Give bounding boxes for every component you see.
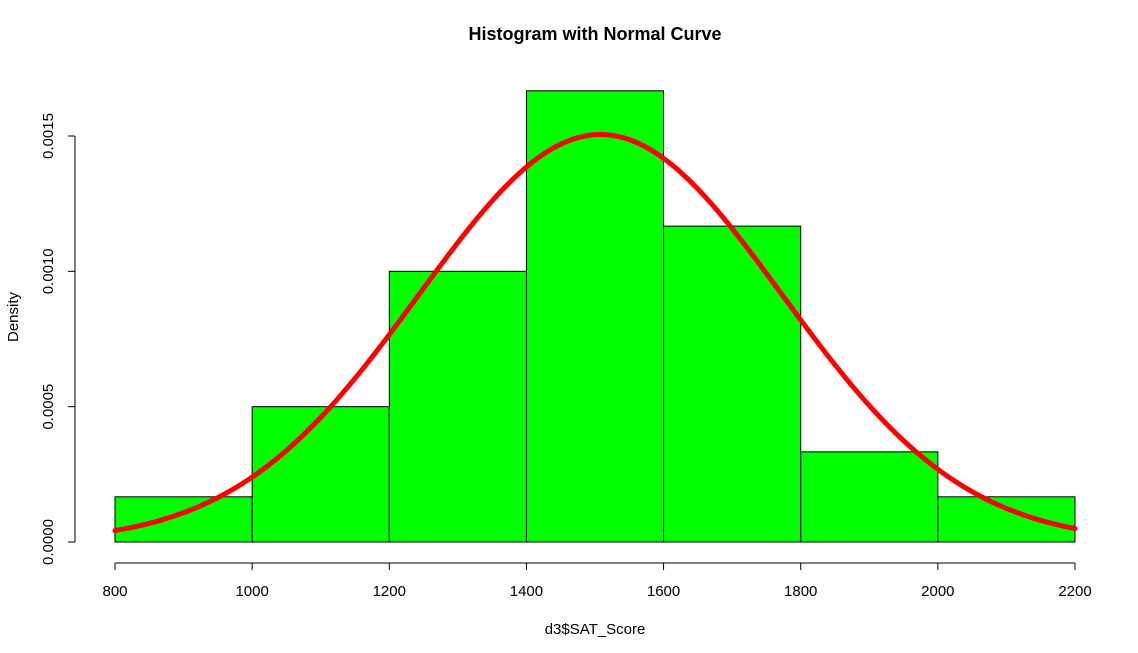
x-tick-label-2: 1200 — [373, 583, 406, 600]
histogram-bar-2 — [388, 270, 527, 543]
histogram-bar-3 — [525, 90, 665, 543]
y-tick-label-0: 0.0000 — [40, 519, 57, 565]
x-tick-label-4: 1600 — [647, 583, 680, 600]
histogram-bar-0 — [114, 496, 253, 543]
y-tick-label-3: 0.0015 — [40, 113, 57, 159]
x-tick-label-5: 1800 — [784, 583, 817, 600]
y-tick-label-2: 0.0010 — [40, 248, 57, 294]
chart-title: Histogram with Normal Curve — [468, 24, 721, 44]
x-tick-label-3: 1400 — [510, 583, 543, 600]
normal-curve — [112, 132, 1078, 534]
x-tick-label-7: 2200 — [1058, 583, 1091, 600]
x-tick-label-0: 800 — [102, 583, 127, 600]
histogram-bar-6 — [937, 496, 1076, 543]
x-tick-label-6: 2000 — [921, 583, 954, 600]
histogram-bar-1 — [251, 406, 390, 543]
x-tick-label-1: 1000 — [235, 583, 268, 600]
histogram-bar-5 — [800, 451, 939, 543]
x-axis: 800 1000 1200 1400 1600 1800 2000 2200 — [102, 562, 1092, 600]
histogram-bar-4 — [663, 225, 802, 543]
y-tick-label-1: 0.0005 — [40, 384, 57, 430]
x-axis-label: d3$SAT_Score — [545, 621, 646, 638]
bars-group — [114, 90, 1076, 543]
y-axis: 0.0000 0.0005 0.0010 0.0015 — [40, 113, 76, 565]
y-axis-label: Density — [5, 291, 22, 342]
